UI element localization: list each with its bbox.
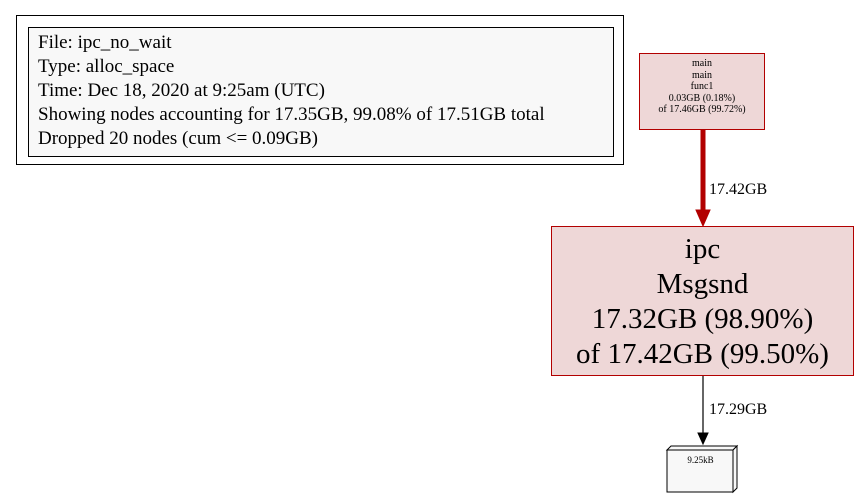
node-main-func1-cum: of 17.46GB (99.72%) [658,104,746,115]
legend-file: File: ipc_no_wait [38,32,172,53]
legend-time: Time: Dec 18, 2020 at 9:25am (UTC) [38,80,325,101]
node-main-func1-line: main [692,69,712,81]
node-ipc-msgsnd-cum: of 17.42GB (99.50%) [576,338,829,370]
edge-main-to-msgsnd-arrowhead [695,209,711,228]
edge-msgsnd-to-leaf-label: 17.29GB [709,401,768,418]
node-main-func1-flat: 0.03GB (0.18%) [668,92,736,104]
node-ipc-msgsnd[interactable]: ipc Msgsnd 17.32GB (98.90%) of 17.42GB (… [551,226,854,376]
leaf-node-label[interactable]: 9.25kB [687,455,714,465]
node-ipc-msgsnd-flat: 17.32GB (98.90%) [591,303,814,335]
node-main-func1-line: main [692,58,712,69]
legend-showing: Showing nodes accounting for 17.35GB, 99… [38,104,545,125]
node-main-func1[interactable]: main main func1 0.03GB (0.18%) of 17.46G… [639,53,765,130]
legend-dropped: Dropped 20 nodes (cum <= 0.09GB) [38,128,318,149]
node-ipc-msgsnd-line: Msgsnd [656,268,749,300]
node-main-func1-line: func1 [690,81,714,92]
edge-msgsnd-to-leaf-arrowhead [697,432,709,446]
edge-main-to-msgsnd-label: 17.42GB [709,181,768,198]
legend-type: Type: alloc_space [38,56,175,77]
legend-box: File: ipc_no_wait Type: alloc_space Time… [28,27,614,157]
leaf-box [665,444,739,494]
node-ipc-msgsnd-line: ipc [684,233,721,265]
